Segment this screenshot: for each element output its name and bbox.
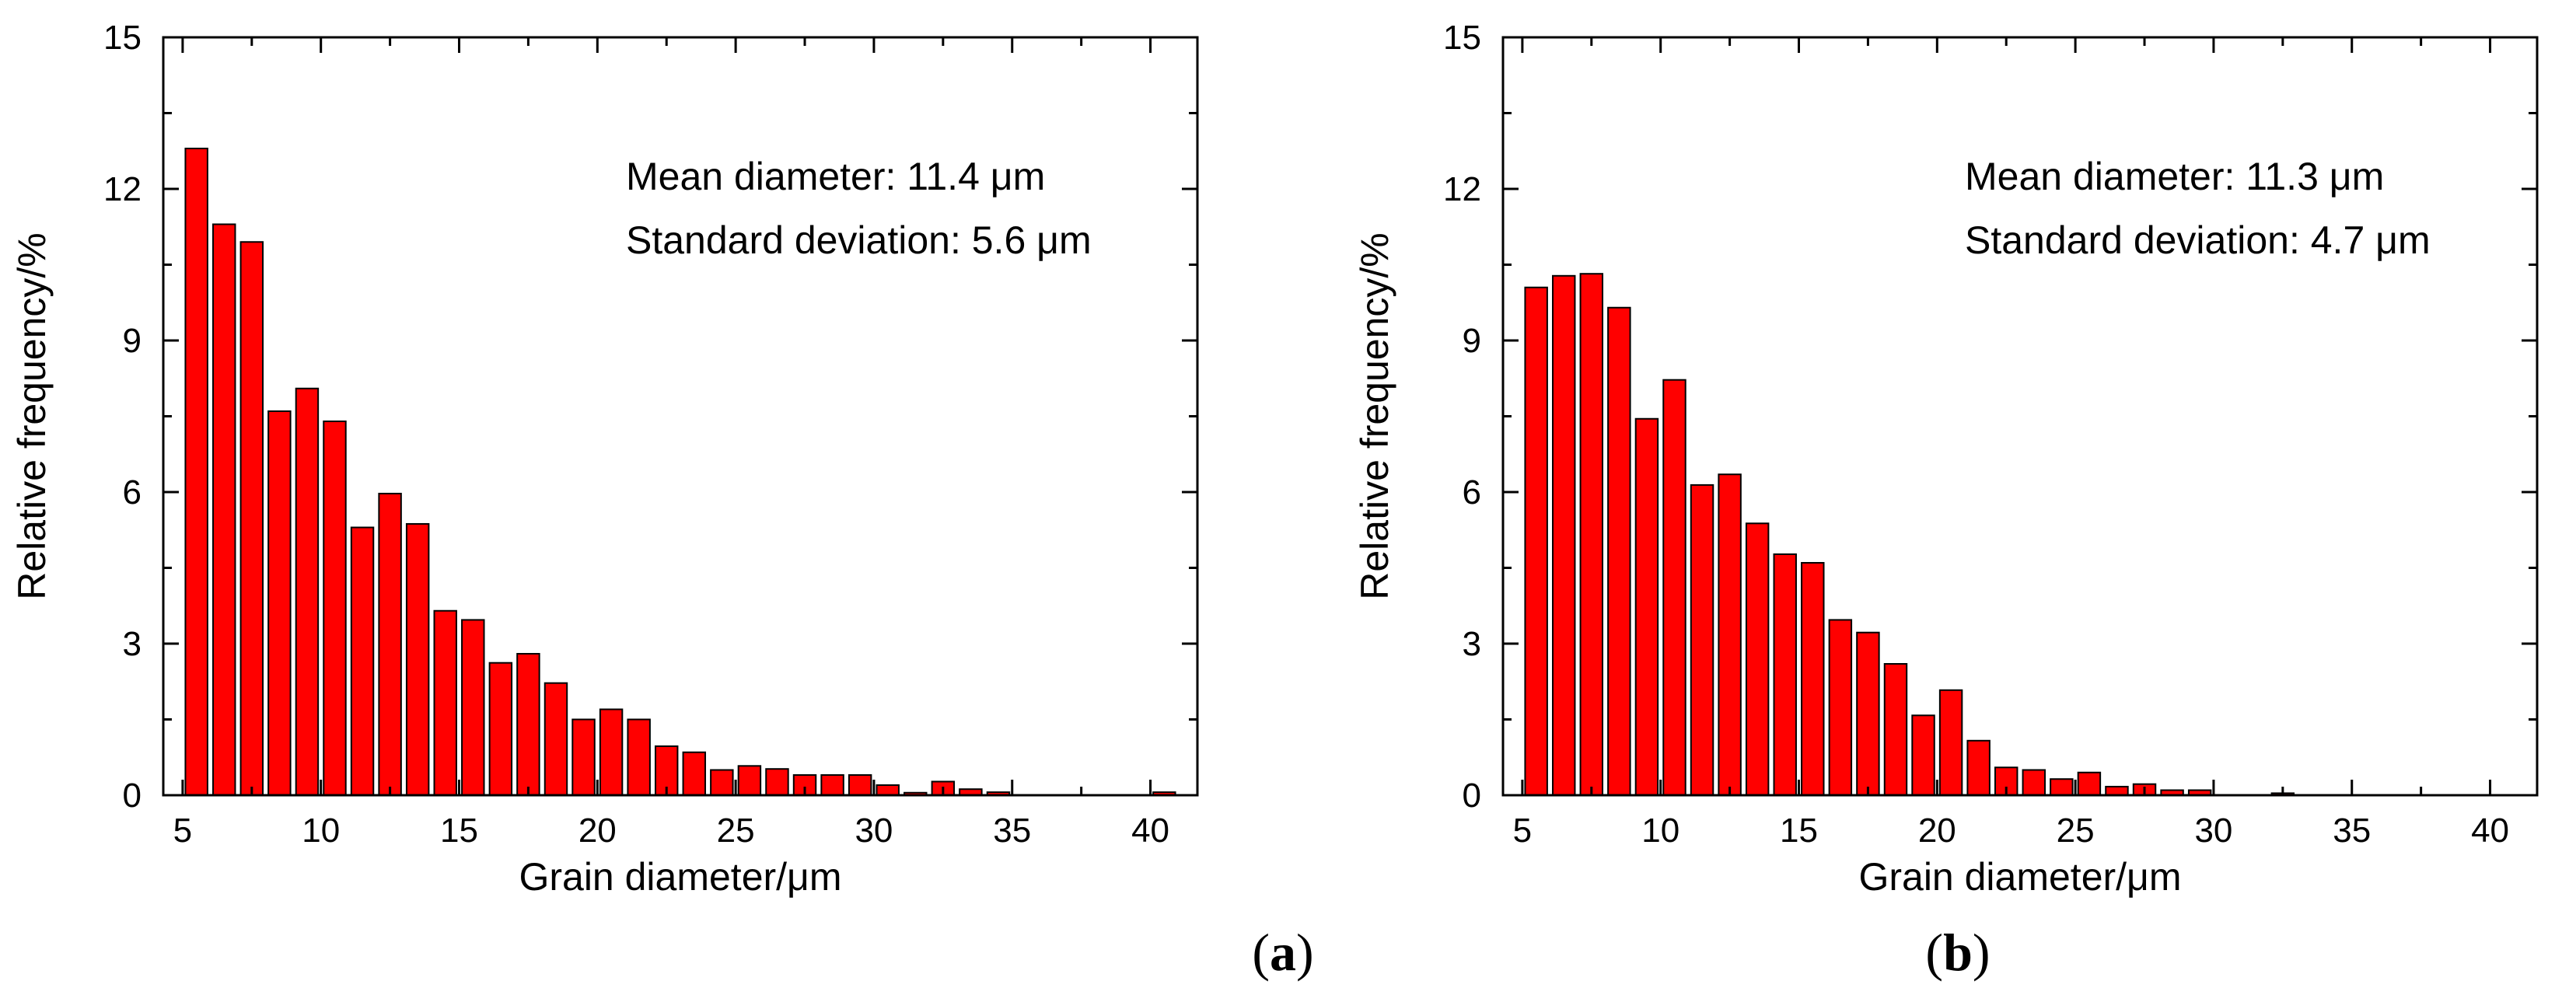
x-tick-label: 20 bbox=[578, 812, 617, 850]
x-tick-label: 35 bbox=[993, 812, 1031, 850]
bar bbox=[1966, 739, 1991, 796]
bar bbox=[682, 751, 707, 796]
bar bbox=[1690, 484, 1714, 797]
bar bbox=[405, 522, 430, 796]
y-axis-title: Relative frequency/% bbox=[10, 232, 54, 599]
x-tick-label: 15 bbox=[1780, 812, 1818, 850]
bar bbox=[1524, 286, 1548, 796]
bar bbox=[516, 653, 540, 796]
bar bbox=[2077, 771, 2102, 796]
bar-series bbox=[184, 148, 1176, 797]
x-axis: 5 10 15 20 25 30 35 40 bbox=[1513, 37, 2509, 850]
x-tick-label: 10 bbox=[1641, 812, 1679, 850]
panel-a: 5 10 15 20 25 30 35 40 0 3 6 9 12 15 Grain diameter/μm… bbox=[10, 19, 1314, 982]
y-tick-label: 3 bbox=[1463, 625, 1481, 663]
panel-label: (b) bbox=[1925, 923, 1990, 982]
bar bbox=[1938, 689, 1963, 796]
y-tick-label: 9 bbox=[1463, 322, 1481, 360]
panel-label: (a) bbox=[1252, 923, 1313, 982]
bar bbox=[737, 765, 762, 796]
bar bbox=[212, 223, 236, 796]
x-axis-title: Grain diameter/μm bbox=[1858, 855, 2181, 899]
y-tick-label: 15 bbox=[1443, 19, 1481, 57]
x-tick-label: 20 bbox=[1918, 812, 1956, 850]
x-tick-label: 40 bbox=[2471, 812, 2509, 850]
bar bbox=[461, 619, 485, 797]
y-axis: 0 3 6 9 12 15 bbox=[1443, 19, 2537, 815]
y-tick-label: 6 bbox=[1463, 473, 1481, 511]
x-axis-title: Grain diameter/μm bbox=[519, 855, 841, 899]
y-tick-label: 9 bbox=[123, 322, 142, 360]
bar bbox=[488, 662, 513, 797]
bar bbox=[792, 774, 817, 796]
bar bbox=[1883, 663, 1908, 796]
x-tick-label: 25 bbox=[717, 812, 755, 850]
x-tick-label: 30 bbox=[2194, 812, 2232, 850]
bar bbox=[1773, 553, 1797, 796]
y-tick-label: 0 bbox=[123, 777, 142, 815]
bar bbox=[848, 774, 872, 796]
bar bbox=[2022, 769, 2046, 796]
y-tick-label: 0 bbox=[1463, 777, 1481, 815]
y-tick-label: 3 bbox=[123, 625, 142, 663]
bar bbox=[1607, 306, 1631, 796]
bar bbox=[1552, 274, 1576, 796]
y-axis-title: Relative frequency/% bbox=[1353, 232, 1396, 599]
bar bbox=[544, 682, 568, 797]
bar bbox=[1911, 714, 1935, 796]
bar bbox=[627, 718, 651, 796]
bar bbox=[571, 718, 596, 796]
stats-annotation: Mean diameter: 11.4 μm bbox=[626, 155, 1045, 198]
y-tick-label: 12 bbox=[1443, 170, 1481, 208]
bar bbox=[876, 784, 900, 796]
bar bbox=[2105, 785, 2129, 797]
x-tick-label: 15 bbox=[440, 812, 478, 850]
bar bbox=[1745, 522, 1770, 796]
bar bbox=[350, 526, 375, 796]
bar bbox=[1662, 379, 1686, 796]
bar bbox=[1579, 273, 1604, 796]
x-tick-label: 10 bbox=[302, 812, 340, 850]
panel-b: 5 10 15 20 25 30 35 40 0 3 6 9 12 15 Grain diameter/μm… bbox=[1353, 19, 2539, 982]
stats-annotation: Standard deviation: 5.6 μm bbox=[626, 218, 1092, 262]
bar bbox=[1718, 473, 1742, 796]
bar bbox=[820, 774, 844, 796]
bar bbox=[239, 241, 264, 796]
bar bbox=[267, 410, 292, 796]
y-tick-label: 6 bbox=[123, 473, 142, 511]
x-tick-label: 30 bbox=[855, 812, 893, 850]
bar bbox=[2050, 778, 2074, 797]
x-tick-label: 35 bbox=[2333, 812, 2371, 850]
x-axis: 5 10 15 20 25 30 35 40 bbox=[173, 37, 1169, 850]
x-tick-label: 5 bbox=[1513, 812, 1532, 850]
x-tick-label: 40 bbox=[1131, 812, 1169, 850]
bar bbox=[710, 769, 734, 796]
bar-series bbox=[1524, 273, 2295, 797]
bar bbox=[295, 387, 320, 796]
panel-label-letter: b bbox=[1943, 923, 1973, 982]
bar bbox=[323, 421, 347, 796]
bar bbox=[1801, 562, 1825, 796]
y-tick-label: 12 bbox=[103, 170, 142, 208]
bar bbox=[1856, 631, 1880, 797]
x-tick-label: 25 bbox=[2057, 812, 2095, 850]
stats-annotation: Standard deviation: 4.7 μm bbox=[1965, 218, 2431, 262]
y-tick-label: 15 bbox=[103, 19, 142, 57]
bar bbox=[184, 148, 208, 796]
bar bbox=[433, 609, 457, 796]
bar bbox=[1828, 619, 1853, 797]
panel-label-letter: a bbox=[1270, 923, 1296, 982]
stats-annotation: Mean diameter: 11.3 μm bbox=[1965, 155, 2384, 198]
bar bbox=[765, 768, 789, 797]
bar bbox=[599, 708, 624, 796]
bar bbox=[1634, 417, 1659, 796]
bar bbox=[378, 492, 402, 796]
x-tick-label: 5 bbox=[173, 812, 192, 850]
y-axis: 0 3 6 9 12 15 bbox=[103, 19, 1197, 815]
